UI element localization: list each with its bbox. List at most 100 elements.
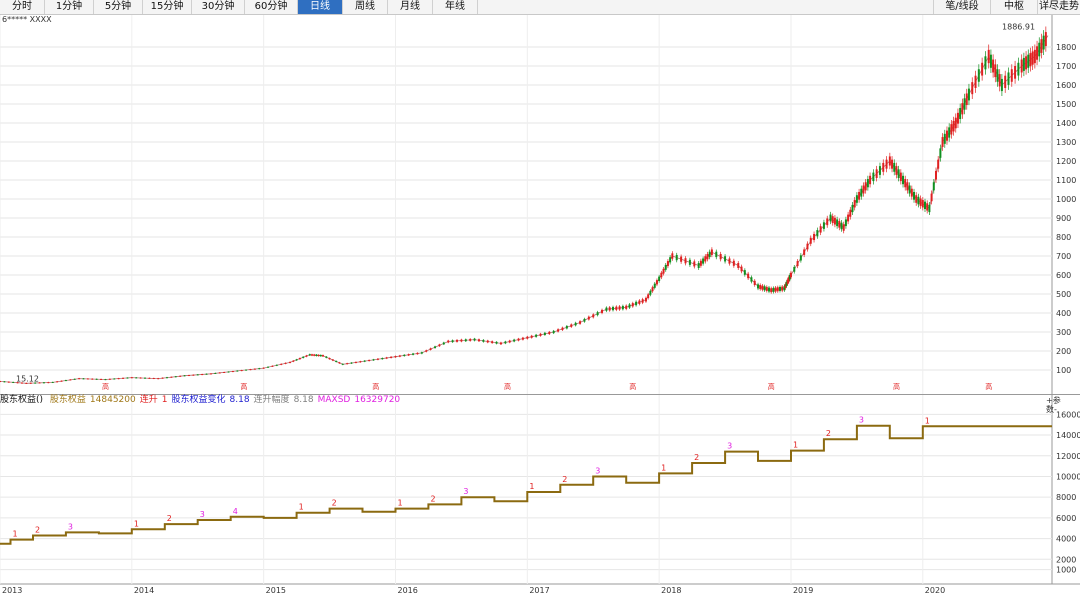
tab-3[interactable]: 15分钟 xyxy=(143,0,192,14)
candle-body-30-3 xyxy=(724,256,727,262)
step-label-8: 2 xyxy=(332,499,337,508)
candle-body-31-3 xyxy=(747,273,750,279)
candle-body-45-0 xyxy=(941,137,944,147)
min-price-label: 15.12 xyxy=(16,374,39,383)
candle-body-39-3 xyxy=(862,185,865,194)
right-tab-0[interactable]: 笔/线段 xyxy=(933,0,991,14)
candle-body-25-5 xyxy=(641,299,644,303)
tab-8[interactable]: 月线 xyxy=(388,0,433,14)
candle-body-16-2 xyxy=(403,354,406,357)
candle-body-40-2 xyxy=(875,169,878,178)
candle-body-34-2 xyxy=(785,281,788,286)
candle-body-2-2 xyxy=(60,380,63,382)
candle-body-0-4 xyxy=(16,382,19,384)
event-marker-3: 高 xyxy=(504,382,511,391)
candle-body-50-0 xyxy=(1020,59,1023,73)
candle-body-9-5 xyxy=(258,368,261,370)
candle-body-48-4 xyxy=(996,69,999,82)
candle-body-42-2 xyxy=(906,182,909,191)
candle-body-8-5 xyxy=(231,371,234,373)
candle-body-22-5 xyxy=(574,322,577,326)
candle-body-24-5 xyxy=(621,305,624,310)
step-label-13: 2 xyxy=(562,475,567,484)
candle-body-49-5 xyxy=(1017,62,1020,76)
candle-body-18-2 xyxy=(456,339,459,342)
candle-body-37-5 xyxy=(840,222,843,230)
candle-body-36-0 xyxy=(809,237,812,244)
legend-item-5: 8.18 xyxy=(229,395,250,405)
candle-body-31-4 xyxy=(750,277,753,282)
step-label-15: 1 xyxy=(661,463,666,472)
candle-body-47-1 xyxy=(971,82,974,95)
candle-body-23-1 xyxy=(583,318,586,322)
candle-body-1-4 xyxy=(42,382,45,384)
candle-body-47-0 xyxy=(967,88,970,101)
candle-body-50-1 xyxy=(1022,57,1025,71)
ind-y-tick-3: 6000 xyxy=(1056,514,1076,523)
tab-6[interactable]: 日线 xyxy=(298,0,343,14)
candle-body-7-3 xyxy=(196,374,199,376)
candle-body-48-2 xyxy=(992,59,995,73)
tab-2[interactable]: 5分钟 xyxy=(94,0,143,14)
tab-0[interactable]: 分时 xyxy=(0,0,45,14)
candle-body-43-2 xyxy=(919,198,922,206)
candle-body-37-4 xyxy=(838,221,841,228)
candle-body-38-0 xyxy=(842,224,845,231)
max-price-label: 1886.91 xyxy=(1002,23,1035,32)
candle-body-6-0 xyxy=(157,378,160,380)
main-y-tick-11: 1200 xyxy=(1056,157,1076,166)
step-label-11: 3 xyxy=(463,487,468,496)
panel-divider xyxy=(0,394,1080,395)
candle-body-8-4 xyxy=(227,371,230,373)
candle-body-12-0 xyxy=(308,354,311,356)
main-y-tick-13: 1400 xyxy=(1056,119,1076,128)
main-y-tick-9: 1000 xyxy=(1056,195,1076,204)
candle-body-50-2 xyxy=(1025,56,1028,70)
candle-body-4-1 xyxy=(108,378,111,380)
candle-body-41-5 xyxy=(899,172,902,182)
step-label-5: 3 xyxy=(200,510,205,519)
tab-5[interactable]: 60分钟 xyxy=(245,0,298,14)
candle-body-30-2 xyxy=(719,253,722,260)
candle-body-9-1 xyxy=(240,370,243,372)
tab-4[interactable]: 30分钟 xyxy=(192,0,245,14)
candle-body-28-1 xyxy=(675,254,678,261)
candle-body-10-0 xyxy=(262,367,265,369)
step-label-9: 1 xyxy=(397,499,402,508)
candle-body-22-2 xyxy=(561,327,564,331)
candle-body-3-3 xyxy=(91,378,94,380)
main-y-tick-7: 800 xyxy=(1056,233,1071,242)
candle-body-21-4 xyxy=(543,332,546,336)
candle-body-43-3 xyxy=(921,200,924,208)
candle-body-8-0 xyxy=(209,373,212,375)
candle-body-14-0 xyxy=(341,363,344,365)
param-toggle-button[interactable]: +参数- xyxy=(1046,396,1061,414)
candle-body-15-1 xyxy=(372,359,375,361)
main-y-tick-4: 500 xyxy=(1056,290,1071,299)
tab-1[interactable]: 1分钟 xyxy=(45,0,94,14)
candle-body-24-0 xyxy=(605,307,608,311)
candle-body-0-1 xyxy=(3,381,6,383)
candle-body-27-4 xyxy=(666,261,669,267)
tab-9[interactable]: 年线 xyxy=(433,0,478,14)
candle-body-26-0 xyxy=(644,297,647,302)
candle-body-40-3 xyxy=(878,166,881,175)
candle-body-45-4 xyxy=(950,124,953,135)
main-y-tick-6: 700 xyxy=(1056,252,1071,261)
legend-item-0: 股东权益 xyxy=(49,395,86,405)
candle-body-11-0 xyxy=(289,361,292,363)
candle-body-34-1 xyxy=(784,284,787,289)
candle-body-4-4 xyxy=(122,377,125,379)
candle-body-2-0 xyxy=(51,381,54,383)
candle-body-50-4 xyxy=(1029,53,1032,67)
candle-body-43-0 xyxy=(915,195,918,203)
candle-body-38-5 xyxy=(853,200,856,208)
candle-body-38-2 xyxy=(847,214,850,222)
candle-body-41-3 xyxy=(895,166,898,175)
candle-body-43-5 xyxy=(926,203,929,211)
candle-body-34-0 xyxy=(783,286,786,291)
step-label-21: 1 xyxy=(925,416,930,425)
candle-body-40-1 xyxy=(872,172,875,182)
step-label-7: 1 xyxy=(299,503,304,512)
tab-7[interactable]: 周线 xyxy=(343,0,388,14)
